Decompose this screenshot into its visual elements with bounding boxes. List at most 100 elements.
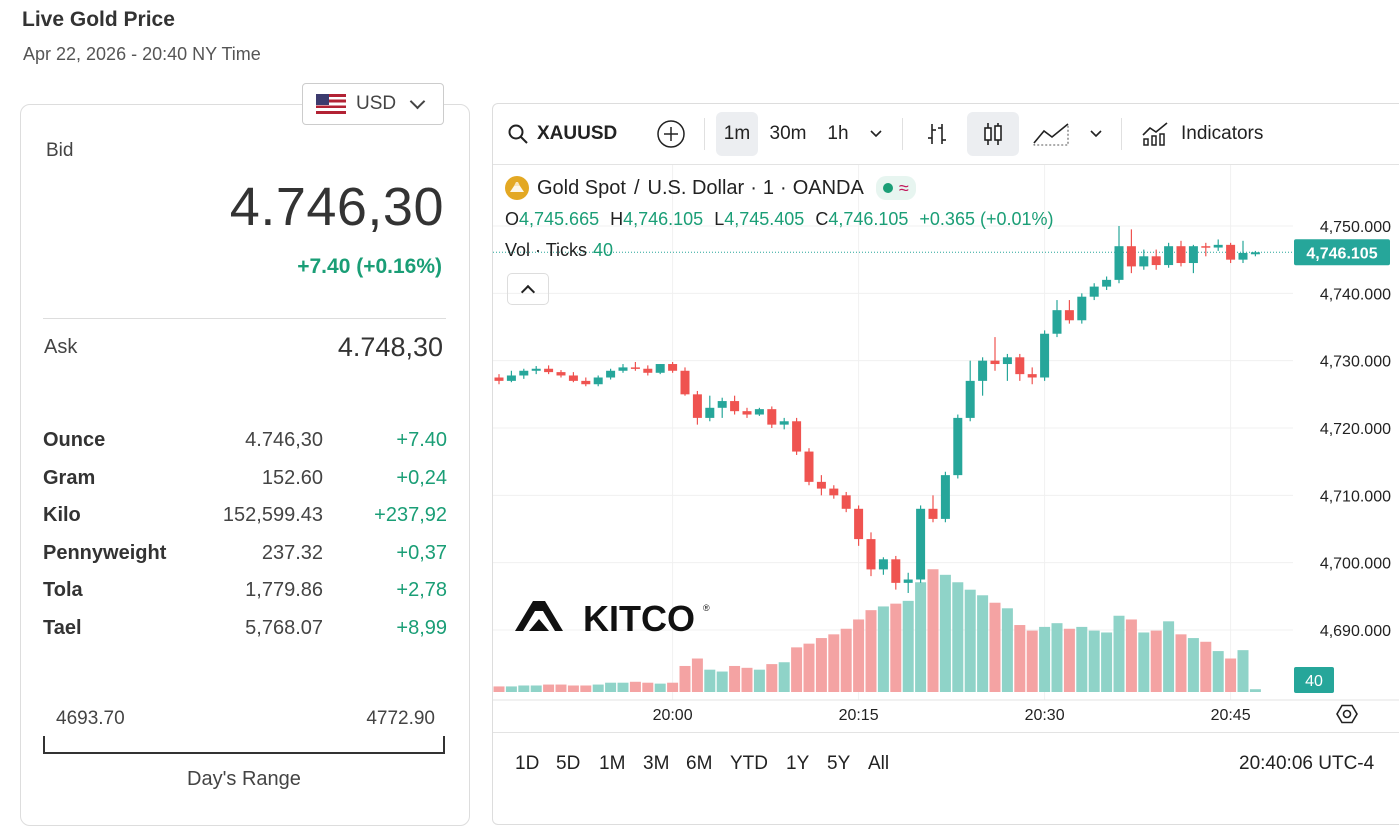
candle-body xyxy=(705,407,715,418)
ask-label: Ask xyxy=(44,336,78,358)
rate-price: 237.32 xyxy=(261,541,323,564)
symbol-search[interactable]: XAUUSD xyxy=(507,112,617,156)
period-3m[interactable]: 3M xyxy=(643,753,670,774)
x-tick-label: 20:30 xyxy=(1025,707,1065,724)
bar-style-button[interactable] xyxy=(917,112,957,156)
area-style-button[interactable] xyxy=(1029,112,1073,156)
candle-body xyxy=(1114,246,1124,280)
volume-bar xyxy=(629,681,641,692)
period-1d[interactable]: 1D xyxy=(515,753,540,774)
chart-widget: XAUUSD 1m 30m 1h Indicators KITCO ® 4,7 xyxy=(492,103,1399,825)
candle-body xyxy=(1188,246,1198,264)
volume-bar xyxy=(1200,641,1212,692)
candle-body xyxy=(916,508,926,580)
registered-mark: ® xyxy=(703,603,710,613)
divider xyxy=(43,318,446,319)
open-value: 4,745.665 xyxy=(519,209,600,229)
candles-icon xyxy=(984,123,1002,145)
volume-bar xyxy=(580,685,592,692)
volume-bar xyxy=(877,606,889,692)
rate-row: Tael 5,768.07 +8,99 xyxy=(43,610,447,648)
ask-price: 4.748,30 xyxy=(337,332,443,362)
low-value: 4,745.405 xyxy=(724,209,805,229)
page-title: Live Gold Price xyxy=(22,8,175,31)
period-1y[interactable]: 1Y xyxy=(786,753,810,774)
kitco-logo xyxy=(515,601,563,631)
period-6m[interactable]: 6M xyxy=(686,753,713,774)
period-ytd[interactable]: YTD xyxy=(730,753,768,774)
volume-bar xyxy=(530,685,542,692)
y-tick-label: 4,690.000 xyxy=(1320,623,1391,640)
currency-value: USD xyxy=(356,93,397,114)
indicators-button[interactable]: Indicators xyxy=(1141,112,1263,156)
y-tick-label: 4,710.000 xyxy=(1320,488,1391,505)
volume-bar xyxy=(890,603,902,692)
candle-body xyxy=(990,360,1000,365)
candle-body xyxy=(878,559,888,570)
candle-body xyxy=(767,409,777,425)
collapse-legend-button[interactable] xyxy=(507,273,549,305)
volume-badge-text: 40 xyxy=(1305,673,1323,690)
candle-body xyxy=(804,451,814,482)
market-status-badge[interactable]: ≈ xyxy=(875,176,916,200)
period-5y[interactable]: 5Y xyxy=(827,753,851,774)
chart-clock[interactable]: 20:40:06 UTC-4 xyxy=(1239,753,1375,774)
range-bar xyxy=(43,736,445,754)
volume-bar xyxy=(1063,628,1075,692)
style-dropdown[interactable] xyxy=(1081,112,1111,156)
candle-body xyxy=(1176,246,1186,264)
period-5d[interactable]: 5D xyxy=(556,753,581,774)
chevron-up-icon xyxy=(520,284,536,299)
interval-30m[interactable]: 30m xyxy=(769,123,807,144)
candle-body xyxy=(1250,252,1260,255)
volume-bar xyxy=(865,610,877,692)
volume-label: Vol · Ticks xyxy=(505,240,588,260)
range-high: 4772.90 xyxy=(366,708,435,729)
candle-body xyxy=(940,475,950,519)
period-all[interactable]: All xyxy=(868,753,890,774)
compare-button[interactable] xyxy=(655,112,687,156)
rate-price: 1,779.86 xyxy=(245,579,323,602)
volume-bar xyxy=(567,685,579,692)
candle-body xyxy=(742,411,752,415)
volume-bar xyxy=(952,582,964,692)
candle-body xyxy=(655,364,665,373)
rate-row: Kilo 152,599.43 +237,92 xyxy=(43,497,447,535)
volume-legend: Vol · Ticks 40 xyxy=(505,240,613,261)
candle-body xyxy=(1015,357,1025,375)
volume-badge xyxy=(1294,667,1334,693)
volume-bar xyxy=(989,602,1001,692)
interval-dropdown[interactable] xyxy=(861,112,891,156)
candle-body xyxy=(531,368,541,371)
volume-bar xyxy=(592,684,604,692)
volume-bar xyxy=(518,685,530,692)
currency-select[interactable]: USD xyxy=(302,83,444,125)
candle-body xyxy=(506,375,516,381)
candle-body xyxy=(519,370,529,376)
volume-bar xyxy=(605,682,617,692)
rates-table: Ounce 4.746,30 +7.40 Gram 152.60 +0,24 Kilo 1… xyxy=(43,422,447,647)
low-label: L xyxy=(714,209,725,229)
legend-quote: U.S. Dollar xyxy=(647,176,745,199)
legend-name: Gold Spot xyxy=(537,176,626,199)
ohlc-values: O4,745.665 H4,746.105 L4,745.405 C4,746.… xyxy=(505,209,1054,230)
volume-bar xyxy=(1026,630,1038,692)
interval-1h[interactable]: 1h xyxy=(827,123,849,144)
price-chart[interactable]: KITCO ® 4,750.000 4,740.000 4,730.000 4,720.0… xyxy=(493,165,1399,731)
interval-1m[interactable]: 1m xyxy=(716,112,758,156)
volume-bar xyxy=(741,667,753,692)
candle-body xyxy=(593,377,603,385)
candle-body xyxy=(1151,256,1161,266)
candles-style-button[interactable] xyxy=(967,112,1019,156)
symbol-label: XAUUSD xyxy=(537,123,618,144)
period-1m[interactable]: 1M xyxy=(599,753,626,774)
volume-bar xyxy=(642,682,654,692)
candle-body xyxy=(1213,244,1223,248)
candle-body xyxy=(854,508,864,540)
volume-bar xyxy=(1001,608,1013,692)
chevron-down-icon xyxy=(409,93,426,110)
candle-body xyxy=(1238,252,1248,260)
rate-unit: Gram xyxy=(43,466,96,489)
price-panel xyxy=(20,104,470,826)
period-bar: 1D 5D 1M 3M 6M YTD 1Y 5Y All 20:40:06 UT… xyxy=(493,732,1399,793)
